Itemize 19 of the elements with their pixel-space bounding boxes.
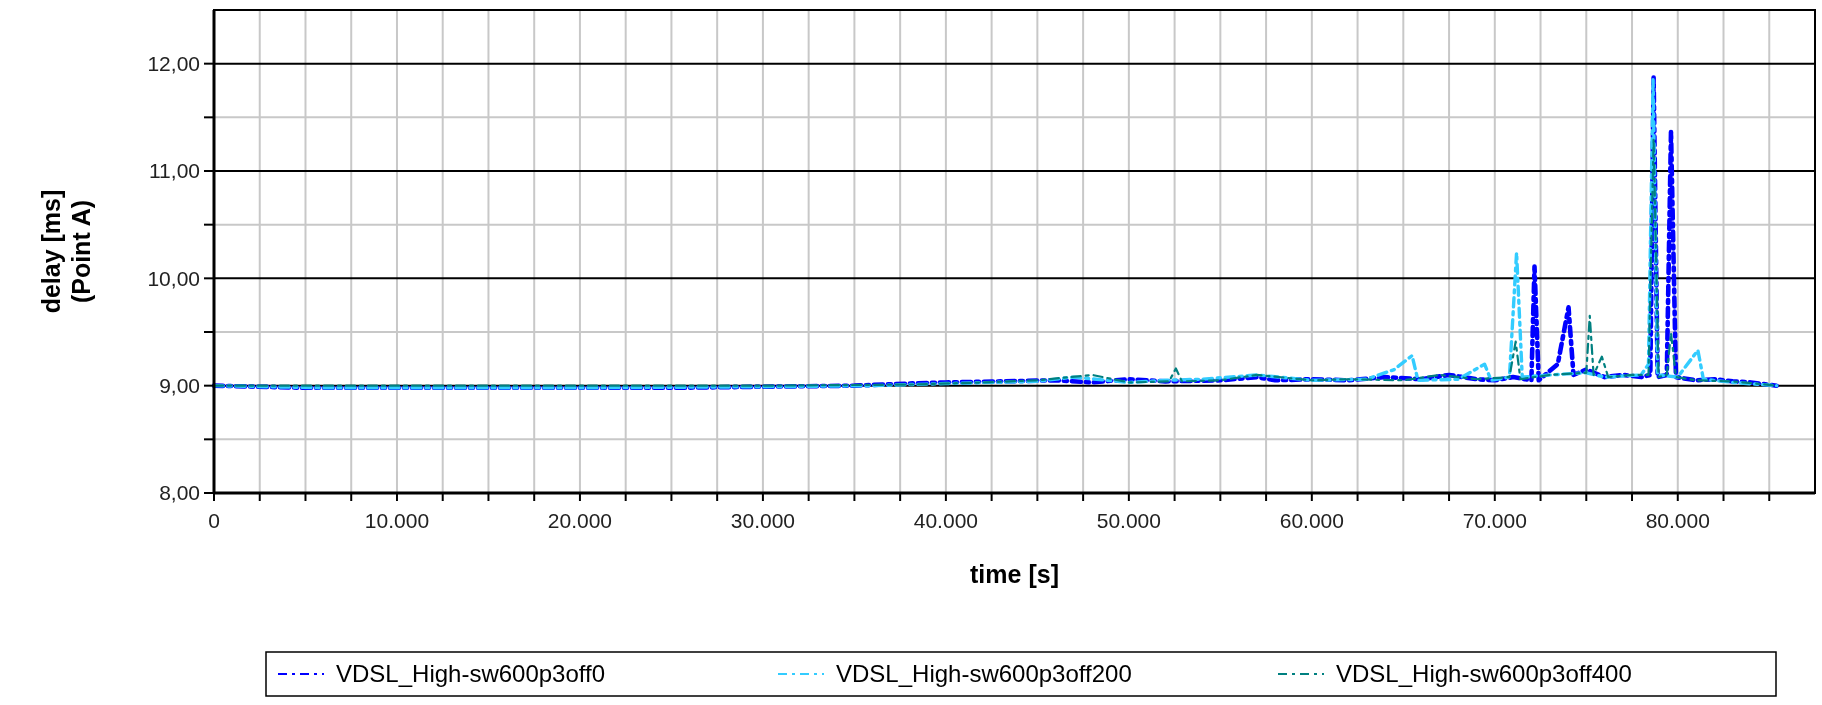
x-tick-label: 50.000 xyxy=(1096,509,1161,532)
y-tick-label: 11,00 xyxy=(149,159,200,183)
x-tick-label: 0 xyxy=(208,509,220,532)
x-tick-label: 30.000 xyxy=(730,509,796,532)
y-tick-label: 8,00 xyxy=(159,481,200,505)
x-tick-label: 40.000 xyxy=(913,509,978,532)
legend-label: VDSL_High-sw600p3off0 xyxy=(336,660,606,688)
x-tick-label: 80.000 xyxy=(1645,509,1710,532)
y-axis-title: delay [ms] (Point A) xyxy=(37,189,95,314)
x-tick-label: 10.000 xyxy=(364,509,430,532)
x-tick-label: 60.000 xyxy=(1279,509,1344,532)
y-tick-label: 10,00 xyxy=(147,266,200,290)
legend-label: VDSL_High-sw600p3off200 xyxy=(836,660,1132,688)
y-tick-label: 9,00 xyxy=(159,374,200,398)
legend-label: VDSL_High-sw600p3off400 xyxy=(1336,660,1632,688)
x-axis-title: time [s] xyxy=(970,560,1059,588)
y-tick-label: 12,00 xyxy=(147,52,200,76)
x-tick-label: 70.000 xyxy=(1462,509,1527,532)
x-tick-label: 20.000 xyxy=(547,509,613,532)
